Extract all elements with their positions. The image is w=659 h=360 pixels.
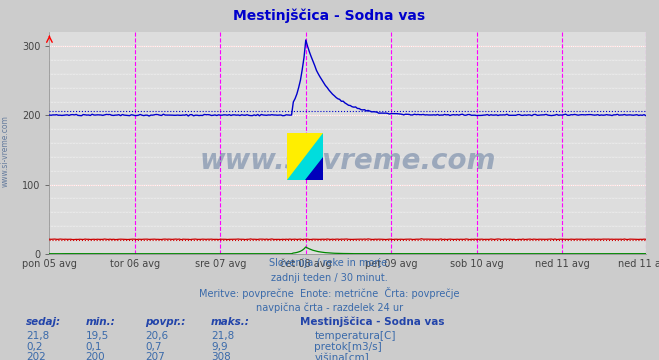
Polygon shape: [287, 133, 323, 180]
Text: www.si-vreme.com: www.si-vreme.com: [200, 147, 496, 175]
Text: www.si-vreme.com: www.si-vreme.com: [1, 115, 10, 187]
Text: 0,1: 0,1: [86, 342, 102, 352]
Text: Slovenija / reke in morje.: Slovenija / reke in morje.: [269, 258, 390, 268]
Text: 19,5: 19,5: [86, 331, 109, 341]
Text: Meritve: povprečne  Enote: metrične  Črta: povprečje: Meritve: povprečne Enote: metrične Črta:…: [199, 287, 460, 299]
Text: 202: 202: [26, 352, 46, 360]
Text: 308: 308: [211, 352, 231, 360]
Text: sedaj:: sedaj:: [26, 317, 61, 327]
Polygon shape: [287, 133, 323, 180]
Text: 0,2: 0,2: [26, 342, 43, 352]
Text: 0,7: 0,7: [145, 342, 161, 352]
Text: navpična črta - razdelek 24 ur: navpična črta - razdelek 24 ur: [256, 303, 403, 314]
Text: maks.:: maks.:: [211, 317, 250, 327]
Text: Mestinjščica - Sodna vas: Mestinjščica - Sodna vas: [233, 9, 426, 23]
Text: 21,8: 21,8: [26, 331, 49, 341]
Text: 20,6: 20,6: [145, 331, 168, 341]
Text: 9,9: 9,9: [211, 342, 227, 352]
Text: temperatura[C]: temperatura[C]: [314, 331, 396, 341]
Text: pretok[m3/s]: pretok[m3/s]: [314, 342, 382, 352]
Polygon shape: [304, 157, 323, 180]
Text: min.:: min.:: [86, 317, 115, 327]
Text: višina[cm]: višina[cm]: [314, 352, 369, 360]
Text: 200: 200: [86, 352, 105, 360]
Text: 207: 207: [145, 352, 165, 360]
Text: 21,8: 21,8: [211, 331, 234, 341]
Text: povpr.:: povpr.:: [145, 317, 185, 327]
Text: zadnji teden / 30 minut.: zadnji teden / 30 minut.: [271, 273, 388, 283]
Text: Mestinjščica - Sodna vas: Mestinjščica - Sodna vas: [300, 317, 444, 328]
